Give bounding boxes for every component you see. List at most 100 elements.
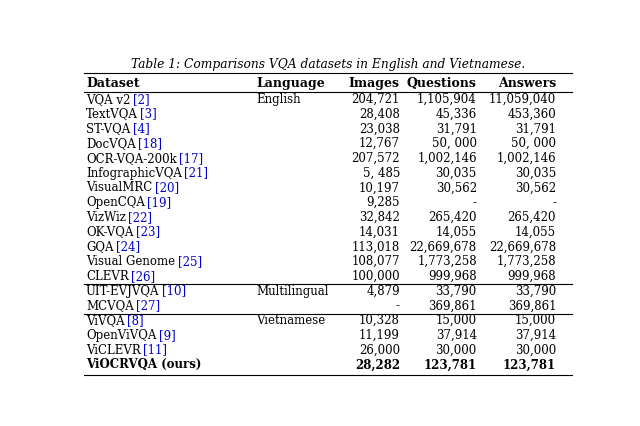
- Text: 45,336: 45,336: [436, 108, 477, 121]
- Text: 1,002,146: 1,002,146: [417, 152, 477, 165]
- Text: 10,328: 10,328: [359, 314, 400, 327]
- Text: OCR-VQA-200k: OCR-VQA-200k: [86, 152, 177, 165]
- Text: [21]: [21]: [184, 167, 208, 180]
- Text: UIT-EVJVQA: UIT-EVJVQA: [86, 285, 159, 298]
- Text: Questions: Questions: [407, 78, 477, 90]
- Text: 15,000: 15,000: [515, 314, 556, 327]
- Text: OK-VQA: OK-VQA: [86, 226, 133, 239]
- Text: 11,059,040: 11,059,040: [489, 93, 556, 106]
- Text: 207,572: 207,572: [351, 152, 400, 165]
- Text: 28,408: 28,408: [359, 108, 400, 121]
- Text: 30,562: 30,562: [515, 181, 556, 194]
- Text: 369,861: 369,861: [428, 299, 477, 312]
- Text: VisualMRC: VisualMRC: [86, 181, 152, 194]
- Text: 369,861: 369,861: [508, 299, 556, 312]
- Text: 30,000: 30,000: [436, 344, 477, 357]
- Text: [9]: [9]: [159, 329, 175, 342]
- Text: Table 1: Comparisons VQA datasets in English and Vietnamese.: Table 1: Comparisons VQA datasets in Eng…: [131, 58, 525, 71]
- Text: [23]: [23]: [136, 226, 160, 239]
- Text: Visual Genome: Visual Genome: [86, 255, 175, 268]
- Text: [19]: [19]: [147, 196, 172, 209]
- Text: -: -: [396, 299, 400, 312]
- Text: 37,914: 37,914: [515, 329, 556, 342]
- Text: 123,781: 123,781: [503, 358, 556, 371]
- Text: 123,781: 123,781: [424, 358, 477, 371]
- Text: ST-VQA: ST-VQA: [86, 122, 130, 135]
- Text: 14,031: 14,031: [359, 226, 400, 239]
- Text: [26]: [26]: [131, 270, 156, 283]
- Text: Images: Images: [349, 78, 400, 90]
- Text: 453,360: 453,360: [508, 108, 556, 121]
- Text: 204,721: 204,721: [351, 93, 400, 106]
- Text: 14,055: 14,055: [436, 226, 477, 239]
- Text: [22]: [22]: [128, 211, 152, 224]
- Text: 50, 000: 50, 000: [432, 137, 477, 150]
- Text: 999,968: 999,968: [428, 270, 477, 283]
- Text: 37,914: 37,914: [436, 329, 477, 342]
- Text: ViVQA: ViVQA: [86, 314, 125, 327]
- Text: 30,562: 30,562: [436, 181, 477, 194]
- Text: 265,420: 265,420: [428, 211, 477, 224]
- Text: GQA: GQA: [86, 240, 113, 253]
- Text: -: -: [552, 196, 556, 209]
- Text: -: -: [473, 196, 477, 209]
- Text: 30,035: 30,035: [436, 167, 477, 180]
- Text: 1,105,904: 1,105,904: [417, 93, 477, 106]
- Text: Vietnamese: Vietnamese: [256, 314, 325, 327]
- Text: 31,791: 31,791: [436, 122, 477, 135]
- Text: 30,035: 30,035: [515, 167, 556, 180]
- Text: OpenCQA: OpenCQA: [86, 196, 145, 209]
- Text: [2]: [2]: [133, 93, 149, 106]
- Text: 26,000: 26,000: [359, 344, 400, 357]
- Text: TextVQA: TextVQA: [86, 108, 138, 121]
- Text: 5, 485: 5, 485: [362, 167, 400, 180]
- Text: 33,790: 33,790: [515, 285, 556, 298]
- Text: 265,420: 265,420: [508, 211, 556, 224]
- Text: [20]: [20]: [155, 181, 179, 194]
- Text: 12,767: 12,767: [359, 137, 400, 150]
- Text: DocVQA: DocVQA: [86, 137, 136, 150]
- Text: 14,055: 14,055: [515, 226, 556, 239]
- Text: [4]: [4]: [132, 122, 149, 135]
- Text: English: English: [256, 93, 301, 106]
- Text: [18]: [18]: [138, 137, 162, 150]
- Text: 108,077: 108,077: [351, 255, 400, 268]
- Text: 9,285: 9,285: [367, 196, 400, 209]
- Text: Answers: Answers: [498, 78, 556, 90]
- Text: [25]: [25]: [177, 255, 202, 268]
- Text: 28,282: 28,282: [355, 358, 400, 371]
- Text: VQA v2: VQA v2: [86, 93, 131, 106]
- Text: [3]: [3]: [140, 108, 157, 121]
- Text: 1,002,146: 1,002,146: [497, 152, 556, 165]
- Text: VizWiz: VizWiz: [86, 211, 126, 224]
- Text: 1,773,258: 1,773,258: [417, 255, 477, 268]
- Text: 15,000: 15,000: [436, 314, 477, 327]
- Text: 1,773,258: 1,773,258: [497, 255, 556, 268]
- Text: MCVQA: MCVQA: [86, 299, 134, 312]
- Text: [8]: [8]: [127, 314, 144, 327]
- Text: 22,669,678: 22,669,678: [410, 240, 477, 253]
- Text: 113,018: 113,018: [351, 240, 400, 253]
- Text: [24]: [24]: [116, 240, 140, 253]
- Text: 100,000: 100,000: [351, 270, 400, 283]
- Text: [11]: [11]: [143, 344, 167, 357]
- Text: 31,791: 31,791: [515, 122, 556, 135]
- Text: CLEVR: CLEVR: [86, 270, 129, 283]
- Text: 999,968: 999,968: [508, 270, 556, 283]
- Text: [27]: [27]: [136, 299, 160, 312]
- Text: InfographicVQA: InfographicVQA: [86, 167, 182, 180]
- Text: 32,842: 32,842: [359, 211, 400, 224]
- Text: 22,669,678: 22,669,678: [489, 240, 556, 253]
- Text: Multilingual: Multilingual: [256, 285, 328, 298]
- Text: 30,000: 30,000: [515, 344, 556, 357]
- Text: 50, 000: 50, 000: [511, 137, 556, 150]
- Text: ViCLEVR: ViCLEVR: [86, 344, 141, 357]
- Text: OpenViVQA: OpenViVQA: [86, 329, 156, 342]
- Text: 23,038: 23,038: [359, 122, 400, 135]
- Text: 33,790: 33,790: [436, 285, 477, 298]
- Text: ViOCRVQA (ours): ViOCRVQA (ours): [86, 358, 202, 371]
- Text: 11,199: 11,199: [359, 329, 400, 342]
- Text: 10,197: 10,197: [359, 181, 400, 194]
- Text: [10]: [10]: [162, 285, 186, 298]
- Text: 4,879: 4,879: [366, 285, 400, 298]
